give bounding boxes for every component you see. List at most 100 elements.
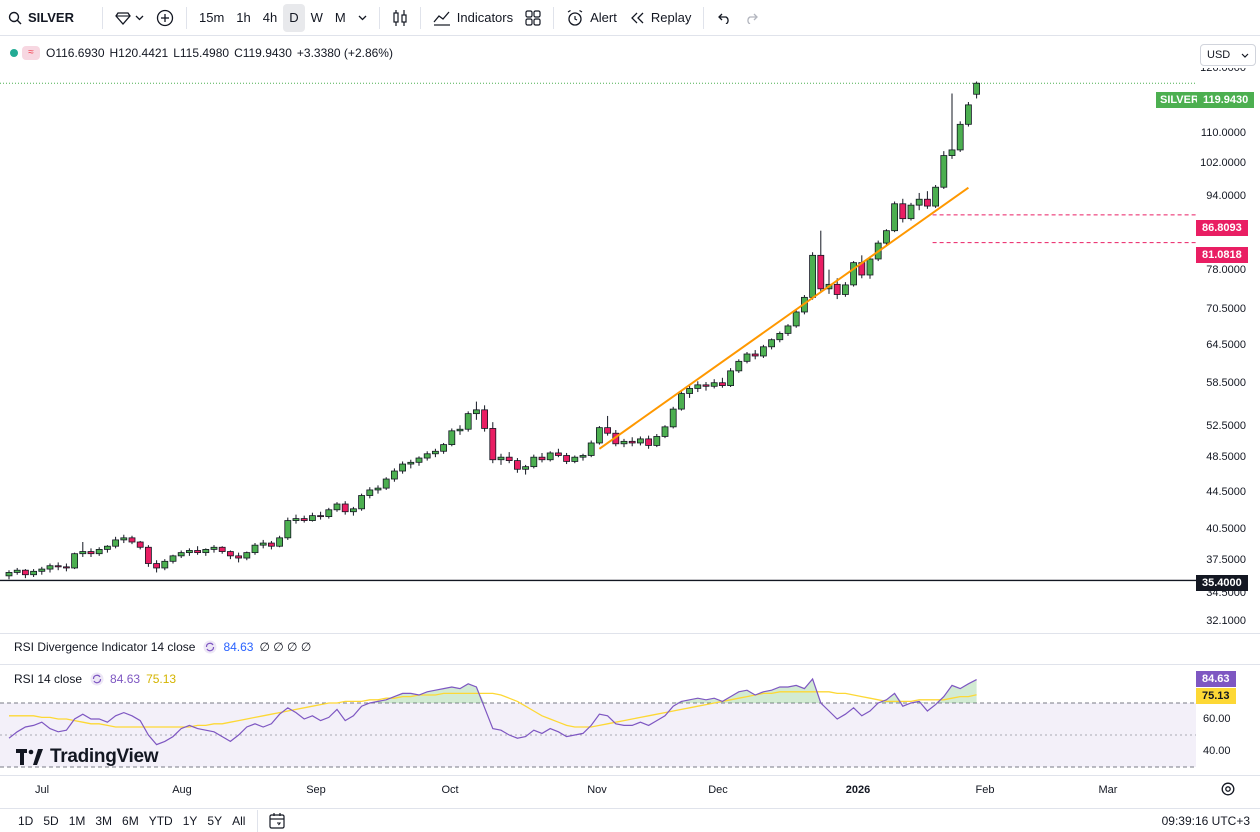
layouts-button[interactable] <box>519 4 547 32</box>
plus-circle-icon <box>156 9 174 27</box>
settings-icon[interactable] <box>1221 782 1235 796</box>
candle-up <box>46 565 54 570</box>
candle-up <box>464 413 472 430</box>
currency-select[interactable]: USD <box>1200 44 1256 66</box>
time-tick: Aug <box>172 784 192 796</box>
price-tick: 64.5000 <box>1206 339 1246 351</box>
price-axis[interactable]: 126.0000 110.0000 102.0000 94.0000 78.00… <box>1196 38 1260 633</box>
range-1m[interactable]: 1M <box>68 813 86 828</box>
price-tick: 44.5000 <box>1206 486 1246 498</box>
status-pill[interactable]: ≈ <box>22 46 40 60</box>
undo-button[interactable] <box>710 4 738 32</box>
time-axis[interactable]: Jul Aug Sep Oct Nov Dec 2026 Feb Mar <box>0 776 1196 802</box>
candles-icon <box>392 9 408 27</box>
candle-down <box>218 546 226 552</box>
price-tick: 52.5000 <box>1206 420 1246 432</box>
candle-down <box>21 569 29 576</box>
candle-down <box>555 452 562 456</box>
tradingview-logo[interactable]: TradingView <box>16 746 159 768</box>
tv-logo-icon <box>16 749 44 765</box>
candle-down <box>505 456 513 461</box>
rewind-icon <box>629 12 645 24</box>
symbol-price-tag: SILVER <box>1156 92 1203 108</box>
candle-up <box>325 509 333 518</box>
candle-down <box>817 254 825 290</box>
pane-separator[interactable] <box>0 664 1260 665</box>
candle-up <box>965 104 972 125</box>
calendar-icon[interactable] <box>268 812 286 830</box>
interval-m[interactable]: M <box>334 10 346 25</box>
symbol-tag-label: SILVER <box>1160 94 1199 106</box>
candle-up <box>382 478 390 489</box>
interval-w[interactable]: W <box>310 10 323 25</box>
range-6m[interactable]: 6M <box>122 813 139 828</box>
redo-button[interactable] <box>738 4 766 32</box>
refresh-icon[interactable] <box>90 672 104 686</box>
interval-d[interactable]: D <box>283 3 305 32</box>
trendline <box>598 186 969 450</box>
rsi-ma-value: 75.13 <box>146 672 177 686</box>
range-3m[interactable]: 3M <box>95 813 113 828</box>
legend-open: O116.6930 <box>46 46 105 60</box>
candle-down <box>481 409 489 429</box>
range-all[interactable]: All <box>232 813 246 828</box>
candle-up <box>276 537 284 547</box>
candle-down <box>128 537 136 543</box>
range-ytd[interactable]: YTD <box>148 813 173 828</box>
candle-up <box>308 515 316 521</box>
symbol-label: SILVER <box>28 10 74 25</box>
time-tick: Dec <box>708 784 728 796</box>
candle-up <box>686 388 693 394</box>
range-5d[interactable]: 5D <box>43 813 59 828</box>
candle-up <box>333 503 341 511</box>
grid-icon <box>525 9 541 26</box>
price-tick-partial: 126.0000 <box>1200 62 1246 74</box>
pane-separator[interactable] <box>0 633 1260 634</box>
candle-down <box>63 566 70 569</box>
candle-up <box>30 570 38 576</box>
candle-up <box>374 487 382 491</box>
price-tick: 70.5000 <box>1206 303 1246 315</box>
indicators-icon <box>433 10 451 26</box>
rsi-line <box>8 677 977 746</box>
candle-up <box>5 572 13 577</box>
candle-up <box>399 463 407 472</box>
rsi-value: 84.63 <box>110 672 141 686</box>
rsi-chart[interactable] <box>0 664 1196 774</box>
candle-up <box>743 353 751 362</box>
refresh-icon[interactable] <box>203 640 217 654</box>
symbol-search[interactable]: SILVER <box>0 4 96 32</box>
interval-4h[interactable]: 4h <box>262 10 278 25</box>
candle-up <box>587 442 595 456</box>
indicators-button[interactable]: Indicators <box>427 4 519 32</box>
chart-type-button[interactable] <box>386 4 414 32</box>
time-tick: Mar <box>1098 784 1118 796</box>
rsi-overbought-fill <box>9 679 977 703</box>
candle-up <box>202 549 210 554</box>
candle-down <box>604 427 611 434</box>
interval-1h[interactable]: 1h <box>236 10 251 25</box>
logo-text: TradingView <box>50 746 159 767</box>
range-5y[interactable]: 5Y <box>207 813 223 828</box>
add-symbol-button[interactable] <box>150 4 180 32</box>
candle-up <box>349 508 357 513</box>
candle-up <box>497 456 505 461</box>
candle-up <box>727 370 734 386</box>
interval-dropdown[interactable] <box>352 4 373 32</box>
candle-up <box>637 438 644 444</box>
candle-down <box>136 541 144 548</box>
range-1d[interactable]: 1D <box>18 813 34 828</box>
candle-up <box>448 430 456 446</box>
candle-up <box>710 382 718 387</box>
replay-button[interactable]: Replay <box>623 4 697 32</box>
alert-label: Alert <box>590 10 617 25</box>
range-1y[interactable]: 1Y <box>182 813 198 828</box>
candle-up <box>694 384 702 389</box>
alert-button[interactable]: Alert <box>560 4 623 32</box>
interval-15m[interactable]: 15m <box>199 10 225 25</box>
candle-up <box>866 258 874 276</box>
compare-button[interactable] <box>109 4 150 32</box>
divider <box>419 6 421 29</box>
candle-down <box>341 503 349 513</box>
price-chart[interactable] <box>0 38 1196 633</box>
